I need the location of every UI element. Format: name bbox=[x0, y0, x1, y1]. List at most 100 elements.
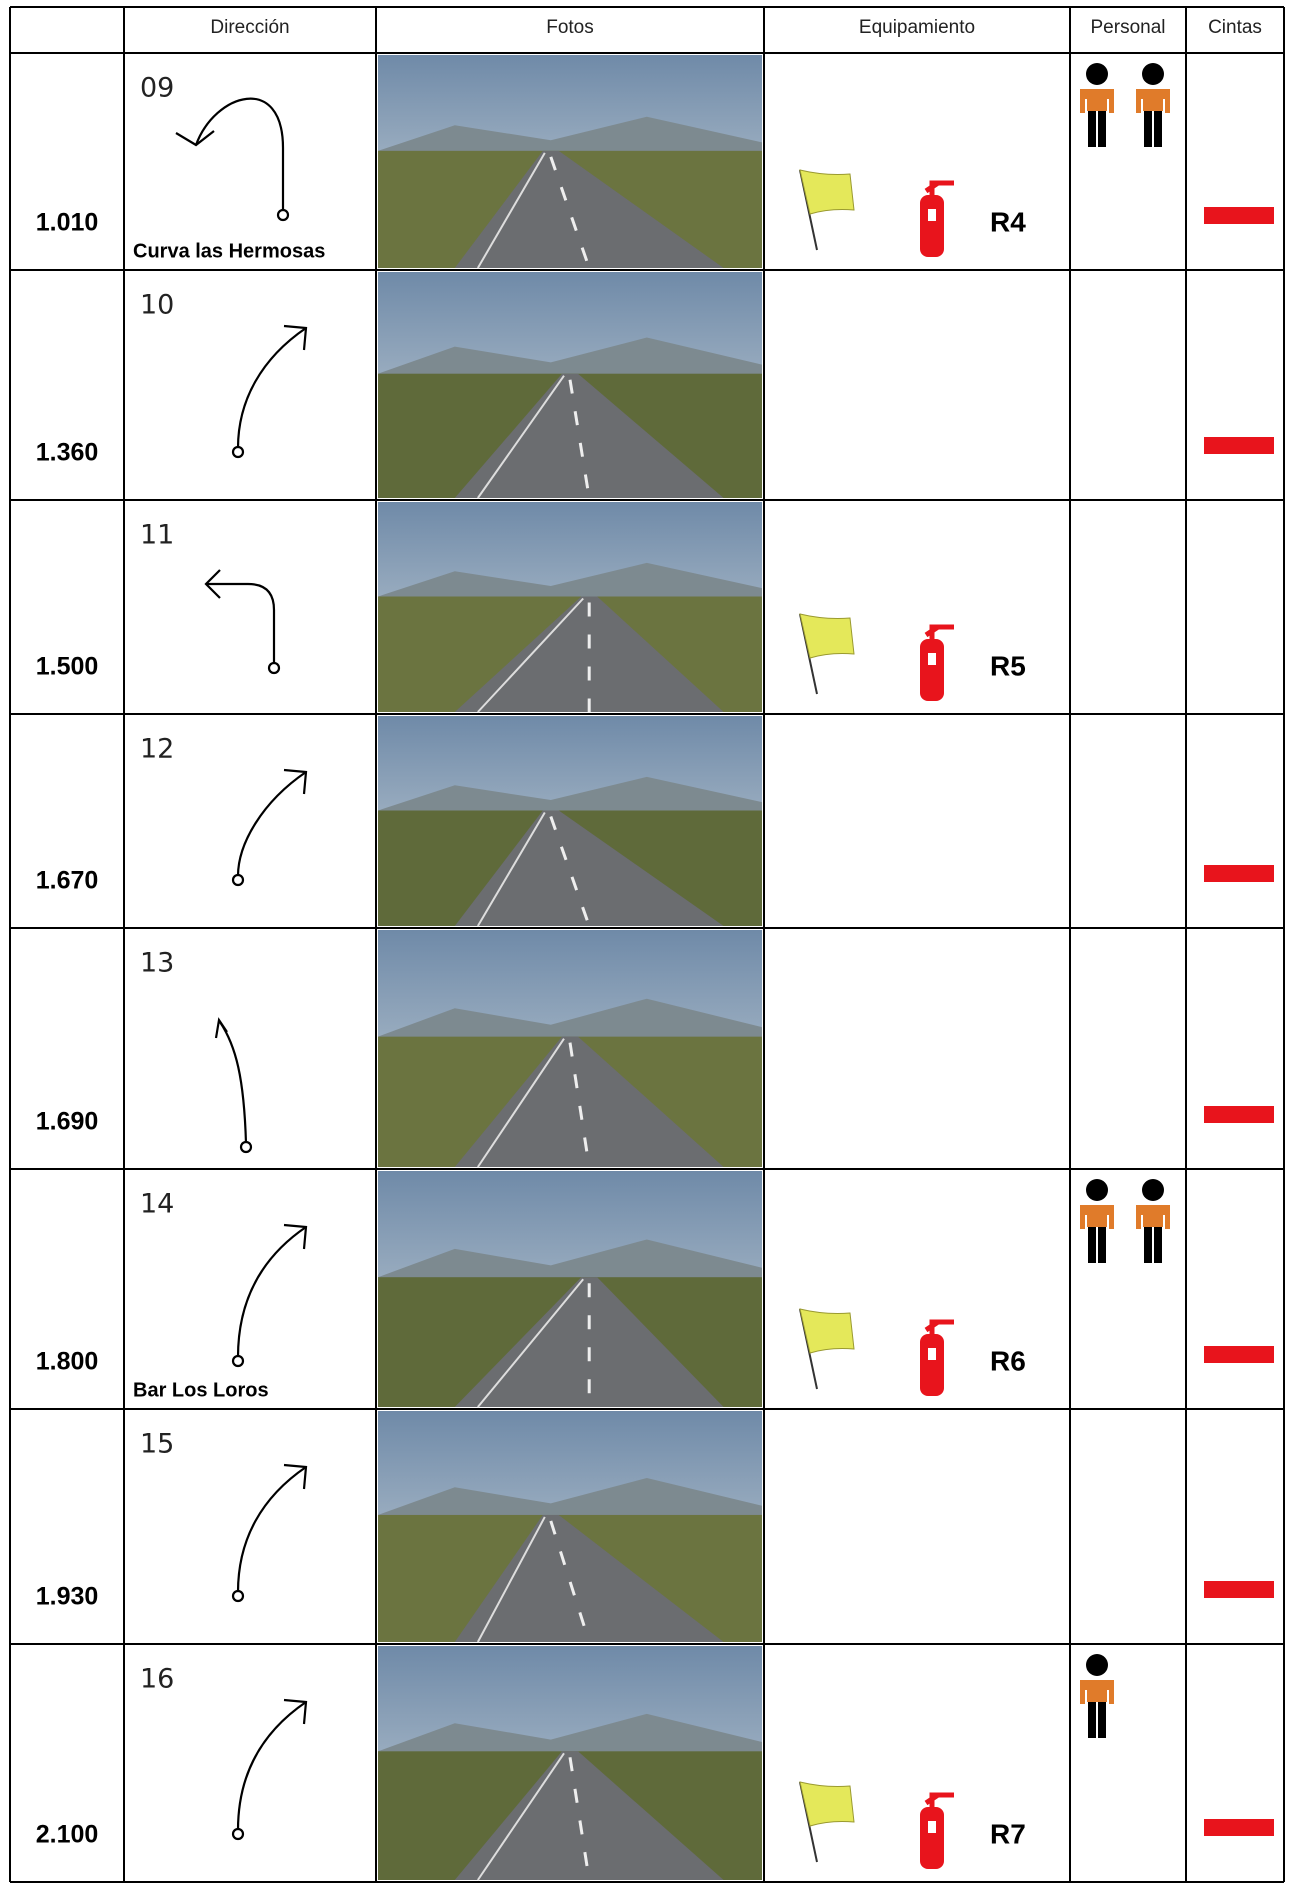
arrow-path bbox=[206, 582, 276, 664]
photo-road-line bbox=[549, 1520, 591, 1643]
arrow-start bbox=[231, 1589, 245, 1603]
flag bbox=[799, 1781, 855, 1827]
photo-mountains bbox=[378, 1713, 762, 1762]
road-photo bbox=[378, 502, 762, 713]
equipment-label: R7 bbox=[990, 1818, 1026, 1849]
arrow-head bbox=[204, 569, 221, 599]
arrow-head bbox=[283, 1463, 308, 1490]
tape-mark bbox=[1204, 437, 1274, 454]
km-label: 1.360 bbox=[36, 439, 99, 467]
arrow-start bbox=[231, 873, 245, 887]
photo-road-line bbox=[568, 1042, 591, 1168]
photo-road-line bbox=[549, 816, 591, 927]
equipment-label: R4 bbox=[990, 206, 1026, 237]
photo-mountains bbox=[378, 562, 762, 607]
extinguisher-nozzle bbox=[924, 180, 954, 195]
extinguisher-label bbox=[928, 209, 936, 221]
photo-road bbox=[454, 373, 724, 498]
arrow-path bbox=[236, 771, 307, 877]
photo-road-edge bbox=[477, 375, 565, 499]
photo-road-edge bbox=[476, 152, 546, 269]
point-number: 12 bbox=[140, 734, 174, 765]
tape-mark bbox=[1204, 1346, 1274, 1363]
photo-road bbox=[454, 810, 724, 926]
km-label: 1.010 bbox=[36, 209, 99, 237]
person-head bbox=[1086, 1654, 1108, 1676]
tape-mark bbox=[1204, 865, 1274, 882]
person-leg bbox=[1098, 1702, 1106, 1738]
photo-road-edge bbox=[476, 1516, 546, 1643]
photo-mountains bbox=[378, 337, 762, 384]
tape-mark bbox=[1204, 1819, 1274, 1836]
person-torso bbox=[1087, 89, 1107, 111]
point-number: 11 bbox=[140, 520, 174, 551]
arrow-start bbox=[239, 1140, 253, 1154]
person-head bbox=[1142, 63, 1164, 85]
direction-arrow bbox=[231, 1223, 308, 1368]
road-photo bbox=[378, 716, 762, 927]
arrow-start bbox=[231, 1354, 245, 1368]
direction-arrow bbox=[231, 324, 308, 459]
photo-road-edge bbox=[477, 1038, 565, 1168]
km-label: 1.690 bbox=[36, 1108, 99, 1136]
flag bbox=[799, 613, 855, 659]
extinguisher-body bbox=[920, 195, 944, 257]
point-number: 13 bbox=[140, 948, 174, 979]
person-torso bbox=[1087, 1205, 1107, 1227]
flag bbox=[799, 1308, 855, 1354]
person-head bbox=[1086, 63, 1108, 85]
road-photo bbox=[378, 1646, 762, 1881]
person-torso bbox=[1143, 1205, 1163, 1227]
road-photo bbox=[378, 55, 762, 269]
extinguisher-label bbox=[928, 1821, 936, 1833]
arrow-head bbox=[214, 1017, 228, 1039]
column-header: Personal bbox=[1091, 17, 1166, 38]
photo-mountains bbox=[378, 776, 762, 821]
km-label: 1.670 bbox=[36, 867, 99, 895]
extinguisher-nozzle bbox=[924, 1792, 954, 1807]
person-icon bbox=[1080, 63, 1114, 147]
extinguisher-label bbox=[928, 1348, 936, 1360]
arrow-start bbox=[231, 445, 245, 459]
photo-road-line bbox=[568, 1757, 591, 1881]
direction-arrow bbox=[231, 1698, 308, 1841]
photo-road bbox=[454, 1277, 724, 1407]
arrow-path bbox=[236, 327, 307, 449]
column-header: Cintas bbox=[1208, 17, 1262, 38]
photo-road-edge bbox=[477, 1278, 584, 1408]
person-head bbox=[1142, 1179, 1164, 1201]
person-icon bbox=[1136, 63, 1170, 147]
km-label: 1.500 bbox=[36, 653, 99, 681]
equipment-label: R5 bbox=[990, 650, 1026, 681]
point-number: 09 bbox=[140, 73, 174, 104]
equipment-label: R6 bbox=[990, 1345, 1026, 1376]
extinguisher-body bbox=[920, 1334, 944, 1396]
photo-road-edge bbox=[476, 811, 546, 927]
arrow-start bbox=[276, 208, 290, 222]
photo-mountains bbox=[378, 998, 762, 1047]
photo-mountains bbox=[378, 1477, 762, 1525]
person-torso bbox=[1087, 1680, 1107, 1702]
person-leg bbox=[1154, 1227, 1162, 1263]
photo-road bbox=[454, 1514, 724, 1642]
arrow-path bbox=[194, 97, 285, 211]
photo-road-edge bbox=[477, 1752, 565, 1881]
place-label: Curva las Hermosas bbox=[133, 240, 325, 262]
road-photo bbox=[378, 1171, 762, 1408]
column-header: Dirección bbox=[210, 17, 289, 38]
direction-arrow bbox=[175, 97, 290, 222]
km-label: 2.100 bbox=[36, 1821, 99, 1849]
person-icon bbox=[1080, 1179, 1114, 1263]
photo-road-edge bbox=[477, 597, 584, 713]
photo-road bbox=[454, 150, 724, 268]
flag bbox=[799, 169, 855, 215]
person-icon bbox=[1080, 1654, 1114, 1738]
extinguisher-label bbox=[928, 653, 936, 665]
place-label: Bar Los Loros bbox=[133, 1379, 269, 1401]
extinguisher-body bbox=[920, 1807, 944, 1869]
arrow-path bbox=[219, 1021, 248, 1144]
photo-road bbox=[454, 1036, 724, 1167]
arrow-path bbox=[236, 1466, 307, 1593]
arrow-start bbox=[231, 1827, 245, 1841]
